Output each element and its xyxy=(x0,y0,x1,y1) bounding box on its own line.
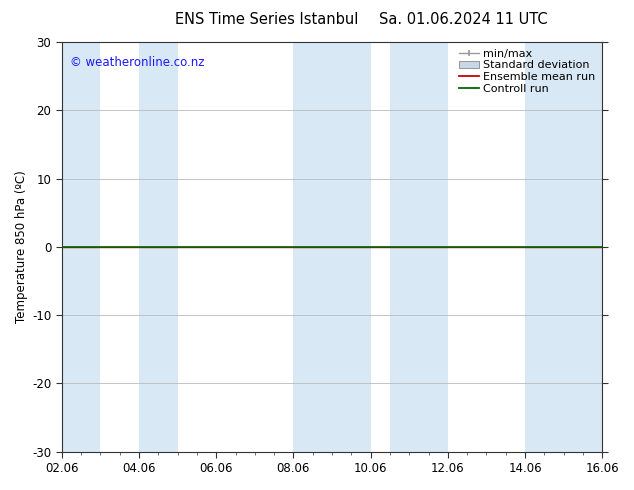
Legend: min/max, Standard deviation, Ensemble mean run, Controll run: min/max, Standard deviation, Ensemble me… xyxy=(455,46,599,97)
Bar xyxy=(525,42,602,452)
Text: ENS Time Series Istanbul: ENS Time Series Istanbul xyxy=(174,12,358,27)
Bar xyxy=(390,42,448,452)
Bar xyxy=(139,42,178,452)
Bar xyxy=(62,42,100,452)
Text: © weatheronline.co.nz: © weatheronline.co.nz xyxy=(70,56,204,70)
Bar xyxy=(294,42,371,452)
Text: Sa. 01.06.2024 11 UTC: Sa. 01.06.2024 11 UTC xyxy=(378,12,547,27)
Y-axis label: Temperature 850 hPa (ºC): Temperature 850 hPa (ºC) xyxy=(15,171,28,323)
